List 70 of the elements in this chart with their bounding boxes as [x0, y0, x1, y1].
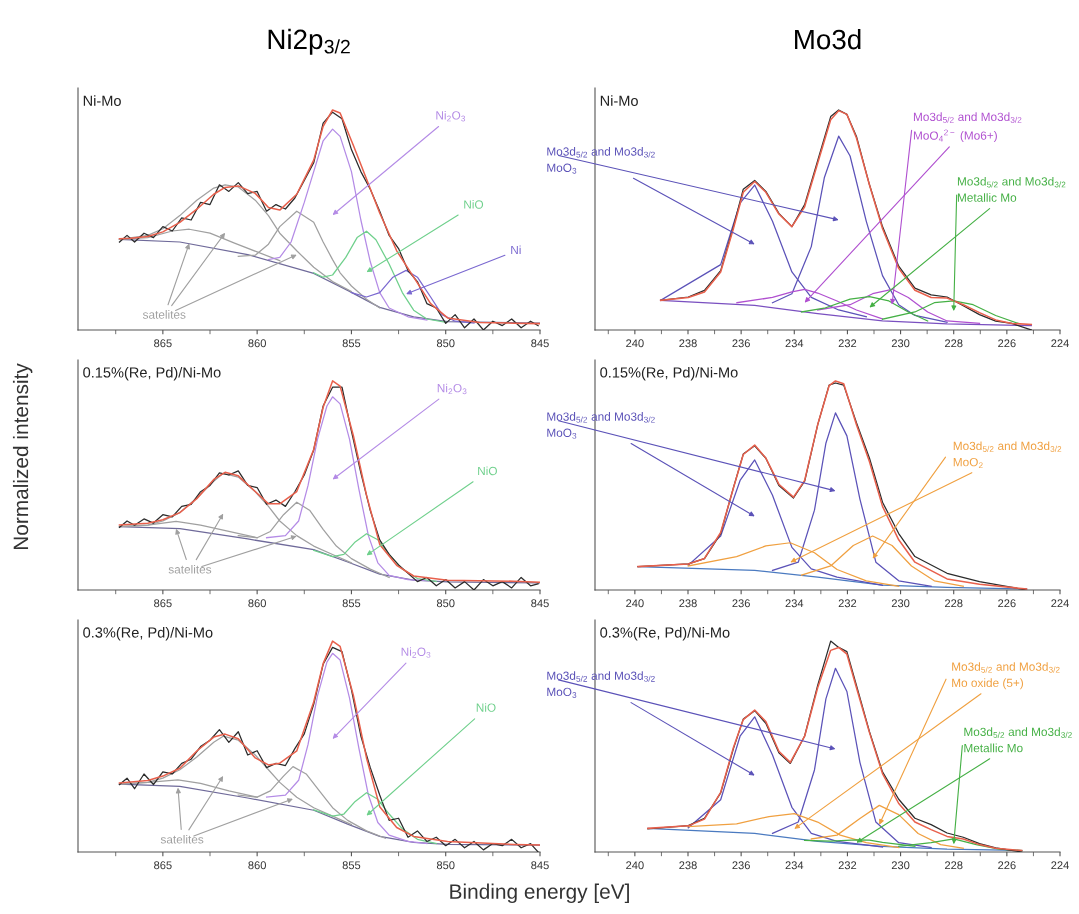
x-tick-label: 238 — [679, 861, 697, 870]
text: Ni — [511, 245, 521, 255]
chart-subtitle: 0.3%(Re, Pd)/Ni-Mo — [83, 626, 213, 641]
x-tick-label: 230 — [891, 599, 910, 608]
x-axis-title: Binding energy [eV] — [450, 883, 629, 904]
text: Mo3d$_{5/2}$ and Mo3d$_{3/2}$ Mo oxide (5+) — [952, 662, 1060, 690]
y-axis-title: Normalized intensity — [12, 363, 33, 550]
text: NiO — [478, 466, 497, 476]
x-tick-label: 228 — [945, 339, 963, 348]
x-tick-label: 850 — [436, 339, 455, 348]
text: Ni$_{2}$O$_{3}$ — [401, 647, 431, 658]
x-tick-label: 232 — [838, 599, 857, 608]
x-tick-label: 224 — [1051, 599, 1069, 608]
chart-subtitle: 0.15%(Re, Pd)/Ni-Mo — [83, 366, 221, 381]
x-tick-label: 234 — [785, 599, 804, 608]
x-tick-label: 865 — [154, 339, 172, 348]
x-tick-label: 230 — [891, 861, 910, 870]
text: Ni$_{2}$O$_{3}$ — [436, 110, 466, 122]
chart-subtitle: Ni-Mo — [600, 95, 638, 106]
x-tick-label: 240 — [626, 339, 644, 348]
text: satelites — [168, 564, 212, 574]
x-tick-label: 850 — [436, 861, 455, 870]
text: Mo3d$_{5/2}$ and Mo3d$_{3/2}$ MoO$_{3}$ — [547, 412, 655, 439]
x-tick-label: 865 — [154, 861, 172, 870]
x-tick-label: 855 — [342, 599, 361, 608]
x-tick-label: 236 — [732, 599, 750, 608]
text: satelites — [142, 310, 186, 319]
chart-subtitle: 0.15%(Re, Pd)/Ni-Mo — [600, 366, 738, 381]
chart-subtitle: 0.3%(Re, Pd)/Ni-Mo — [600, 626, 730, 641]
x-tick-label: 228 — [945, 861, 963, 870]
x-tick-label: 226 — [998, 599, 1016, 608]
x-tick-label: 860 — [248, 599, 266, 608]
text: NiO — [464, 200, 484, 209]
x-tick-label: 865 — [154, 599, 172, 608]
x-tick-label: 860 — [248, 861, 266, 870]
text: Mo3d$_{5/2}$ and Mo3d$_{3/2}$ MoO$_{3}$ — [547, 671, 655, 698]
x-tick-label: 238 — [679, 599, 697, 608]
text: Mo3d$_{5/2}$ and Mo3d$_{3/2}$ Metallic Mo — [964, 727, 1072, 753]
x-tick-label: 240 — [626, 599, 644, 608]
text: Mo3d$_{5/2}$ and Mo3d$_{3/2}$ Metallic Mo — [957, 176, 1066, 202]
x-tick-label: 850 — [436, 599, 455, 608]
x-tick-label: 845 — [531, 861, 549, 870]
x-tick-label: 230 — [891, 339, 910, 348]
x-tick-label: 234 — [785, 861, 804, 870]
x-tick-label: 845 — [531, 339, 549, 348]
chart-subtitle: Ni-Mo — [83, 95, 121, 106]
x-tick-label: 224 — [1051, 861, 1069, 870]
x-tick-label: 236 — [732, 861, 750, 870]
x-tick-label: 855 — [342, 861, 361, 870]
x-tick-label: 845 — [531, 599, 549, 608]
x-tick-label: 226 — [998, 861, 1016, 870]
x-tick-label: 855 — [342, 339, 361, 348]
chart-title: Mo3d — [795, 28, 861, 50]
text: Ni$_{2}$O$_{3}$ — [437, 383, 467, 395]
text: Mo3d$_{5/2}$ and Mo3d$_{3/2}$ MoO$_{3}$ — [547, 147, 655, 174]
x-tick-label: 228 — [945, 599, 963, 608]
x-tick-label: 236 — [732, 339, 750, 348]
text: NiO — [476, 703, 496, 712]
x-tick-label: 240 — [626, 861, 644, 870]
x-tick-label: 860 — [248, 339, 266, 348]
x-tick-label: 226 — [998, 339, 1016, 348]
chart-title: Ni2p$_{3/2}$ — [268, 28, 350, 55]
text: Mo3d$_{5/2}$ and Mo3d$_{3/2}$ MoO$_{4}$$^{2−}$ (Mo6+) — [913, 112, 1022, 143]
x-tick-label: 232 — [838, 861, 857, 870]
x-tick-label: 234 — [785, 339, 804, 348]
x-tick-label: 238 — [679, 339, 697, 348]
text: Mo3d$_{5/2}$ and Mo3d$_{3/2}$ MoO$_{2}$ — [953, 441, 1062, 469]
x-tick-label: 232 — [838, 339, 857, 348]
text: satelites — [160, 834, 204, 844]
x-tick-label: 224 — [1051, 339, 1069, 348]
